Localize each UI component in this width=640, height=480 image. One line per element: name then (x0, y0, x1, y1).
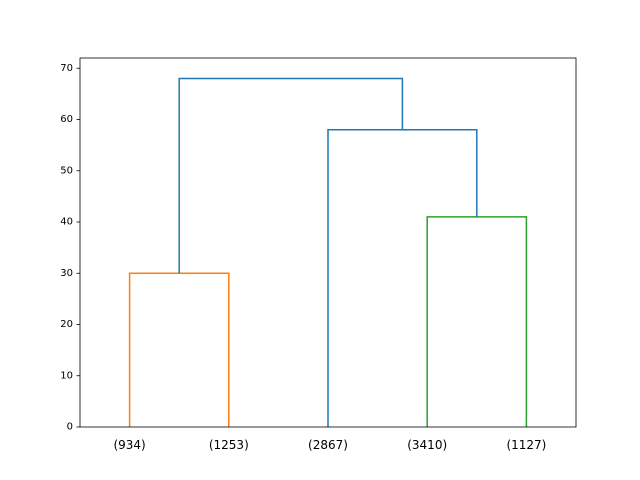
x-axis: (934) (1253) (2867) (3410) (1127) (113, 438, 546, 452)
y-tick-label: 60 (60, 114, 73, 125)
y-tick-label: 70 (60, 63, 73, 74)
dendrogram-link-4 (178, 77, 404, 274)
y-axis: 0 10 20 30 40 50 60 70 (60, 63, 80, 433)
y-tick-label: 10 (60, 370, 73, 381)
dendrogram-link-1 (128, 272, 230, 427)
dendrogram-link-3 (327, 129, 478, 427)
y-tick-label: 0 (67, 422, 73, 433)
y-tick-label: 20 (60, 319, 73, 330)
leaf-label: (2867) (308, 438, 348, 452)
plot-frame (79, 57, 577, 428)
leaf-label: (934) (113, 438, 145, 452)
dendrogram-links (128, 77, 528, 427)
dendrogram-link-2 (426, 216, 528, 427)
y-tick-label: 40 (60, 217, 73, 228)
y-tick-label: 50 (60, 165, 73, 176)
leaf-label: (1253) (209, 438, 249, 452)
leaf-label: (1127) (506, 438, 546, 452)
leaf-label: (3410) (407, 438, 447, 452)
y-tick-label: 30 (60, 268, 73, 279)
